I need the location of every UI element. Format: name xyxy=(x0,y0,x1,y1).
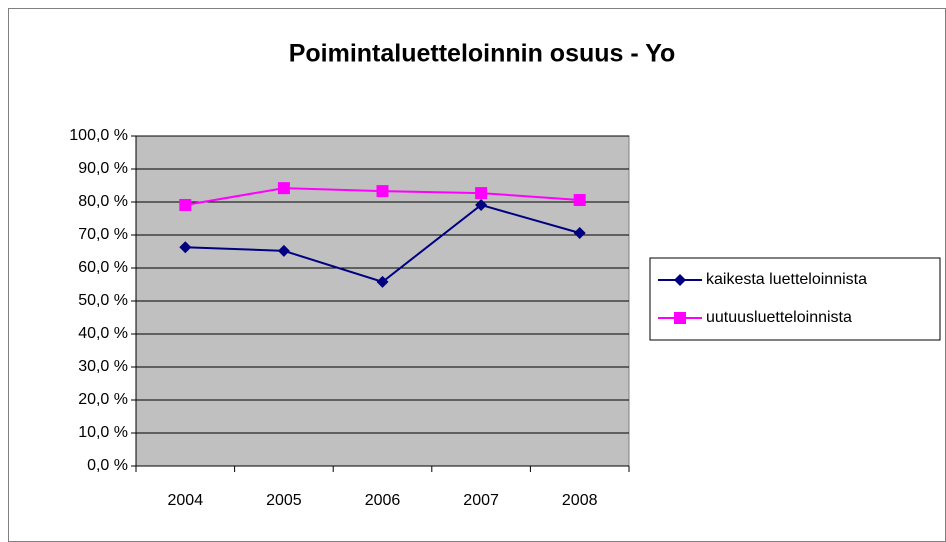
x-tick-label: 2006 xyxy=(365,492,401,509)
x-tick-label: 2004 xyxy=(168,492,204,509)
y-tick-label: 90,0 % xyxy=(78,160,128,177)
point-marker xyxy=(573,194,586,207)
y-tick-label: 50,0 % xyxy=(78,292,128,309)
y-tick-label: 10,0 % xyxy=(78,424,128,441)
point-marker xyxy=(475,187,488,200)
legend-label: kaikesta luetteloinnista xyxy=(706,271,867,288)
legend-box xyxy=(649,257,941,341)
point-marker xyxy=(573,227,586,240)
legend-label: uutuusluetteloinnista xyxy=(706,309,852,326)
chart-title: Poimintaluetteloinnin osuus - Yo xyxy=(289,40,676,68)
x-tick-label: 2007 xyxy=(463,492,499,509)
x-tick-label: 2005 xyxy=(266,492,302,509)
point-marker xyxy=(179,198,192,211)
y-tick-label: 40,0 % xyxy=(78,325,128,342)
point-marker xyxy=(376,275,389,288)
legend-marker xyxy=(674,312,686,324)
y-tick-label: 0,0 % xyxy=(87,457,128,474)
point-marker xyxy=(277,244,290,257)
y-tick-label: 20,0 % xyxy=(78,391,128,408)
point-marker xyxy=(475,198,488,211)
point-marker xyxy=(179,241,192,254)
point-marker xyxy=(277,182,290,195)
y-tick-label: 100,0 % xyxy=(69,127,128,144)
legend-marker xyxy=(674,274,686,286)
y-tick-label: 60,0 % xyxy=(78,259,128,276)
y-tick-label: 30,0 % xyxy=(78,358,128,375)
point-marker xyxy=(376,185,389,198)
x-tick-label: 2008 xyxy=(562,492,598,509)
y-tick-label: 80,0 % xyxy=(78,193,128,210)
y-tick-label: 70,0 % xyxy=(78,226,128,243)
